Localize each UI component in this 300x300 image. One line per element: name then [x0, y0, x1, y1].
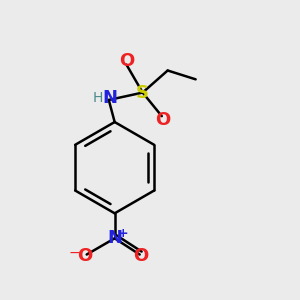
Text: N: N [107, 229, 122, 247]
Text: S: S [136, 84, 149, 102]
Text: −: − [68, 246, 80, 260]
Text: O: O [119, 52, 134, 70]
Text: O: O [134, 247, 149, 265]
Text: O: O [156, 111, 171, 129]
Text: H: H [92, 92, 103, 106]
Text: +: + [118, 226, 128, 239]
Text: N: N [103, 88, 118, 106]
Text: O: O [78, 247, 93, 265]
